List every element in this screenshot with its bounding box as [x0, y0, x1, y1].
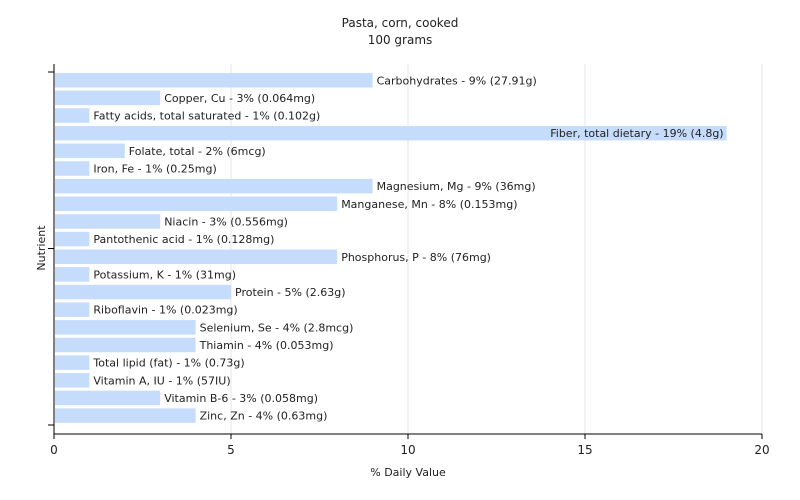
bar — [55, 231, 90, 247]
bar-label: Copper, Cu - 3% (0.064mg) — [164, 92, 315, 105]
bar-label: Vitamin B-6 - 3% (0.058mg) — [164, 392, 318, 405]
bar-label: Selenium, Se - 4% (2.8mcg) — [200, 321, 354, 334]
bar-label: Thiamin - 4% (0.053mg) — [199, 339, 334, 352]
bar-label: Fatty acids, total saturated - 1% (0.102… — [93, 110, 320, 123]
bar — [55, 408, 196, 423]
bar-label: Magnesium, Mg - 9% (36mg) — [377, 180, 536, 193]
bar — [55, 355, 90, 370]
bar-label: Riboflavin - 1% (0.023mg) — [93, 304, 237, 317]
chart-subtitle: 100 grams — [368, 33, 433, 47]
bar — [55, 178, 373, 194]
bar-label: Niacin - 3% (0.556mg) — [164, 215, 288, 228]
bar — [55, 284, 231, 300]
x-axis-ticks: 0 5 10 15 20 — [50, 434, 770, 457]
bars — [55, 73, 727, 423]
bar — [55, 337, 196, 353]
bar-label: Carbohydrates - 9% (27.91g) — [377, 74, 537, 87]
y-axis-label: Nutrient — [35, 225, 48, 271]
bar — [55, 196, 338, 212]
bar-label: Iron, Fe - 1% (0.25mg) — [93, 163, 216, 176]
bar — [55, 320, 196, 335]
x-tick-label: 0 — [50, 443, 58, 457]
bar — [55, 390, 161, 406]
bar-labels: Carbohydrates - 9% (27.91g) Copper, Cu - … — [92, 74, 723, 422]
bar — [55, 267, 90, 282]
x-tick-label: 5 — [227, 443, 235, 457]
x-tick-label: 15 — [577, 443, 592, 457]
bar-label: Manganese, Mn - 8% (0.153mg) — [341, 198, 517, 211]
bar — [55, 143, 125, 159]
gridlines — [230, 64, 763, 434]
x-tick-label: 20 — [754, 443, 769, 457]
bar — [55, 125, 727, 141]
x-axis-label: % Daily Value — [370, 466, 446, 479]
bar — [55, 161, 90, 176]
bar-label: Potassium, K - 1% (31mg) — [93, 268, 236, 281]
bar-label: Total lipid (fat) - 1% (0.73g) — [92, 357, 244, 370]
bar — [55, 73, 373, 88]
bar-label: Folate, total - 2% (6mcg) — [129, 145, 266, 158]
x-tick-label: 10 — [400, 443, 415, 457]
bar — [55, 302, 90, 317]
bar-label: Protein - 5% (2.63g) — [235, 286, 346, 299]
bar — [55, 214, 161, 229]
bar — [55, 108, 90, 123]
chart-title: Pasta, corn, cooked — [342, 16, 459, 30]
bar-label: Pantothenic acid - 1% (0.128mg) — [93, 233, 274, 246]
bar-label: Vitamin A, IU - 1% (57IU) — [93, 374, 230, 387]
y-axis-ticks — [48, 71, 54, 426]
bar — [55, 249, 338, 264]
bar-label: Fiber, total dietary - 19% (4.8g) — [550, 127, 723, 140]
bar — [55, 90, 161, 106]
bar — [55, 373, 90, 388]
bar-label: Zinc, Zn - 4% (0.63mg) — [200, 410, 328, 423]
bar-label: Phosphorus, P - 8% (76mg) — [341, 251, 491, 264]
